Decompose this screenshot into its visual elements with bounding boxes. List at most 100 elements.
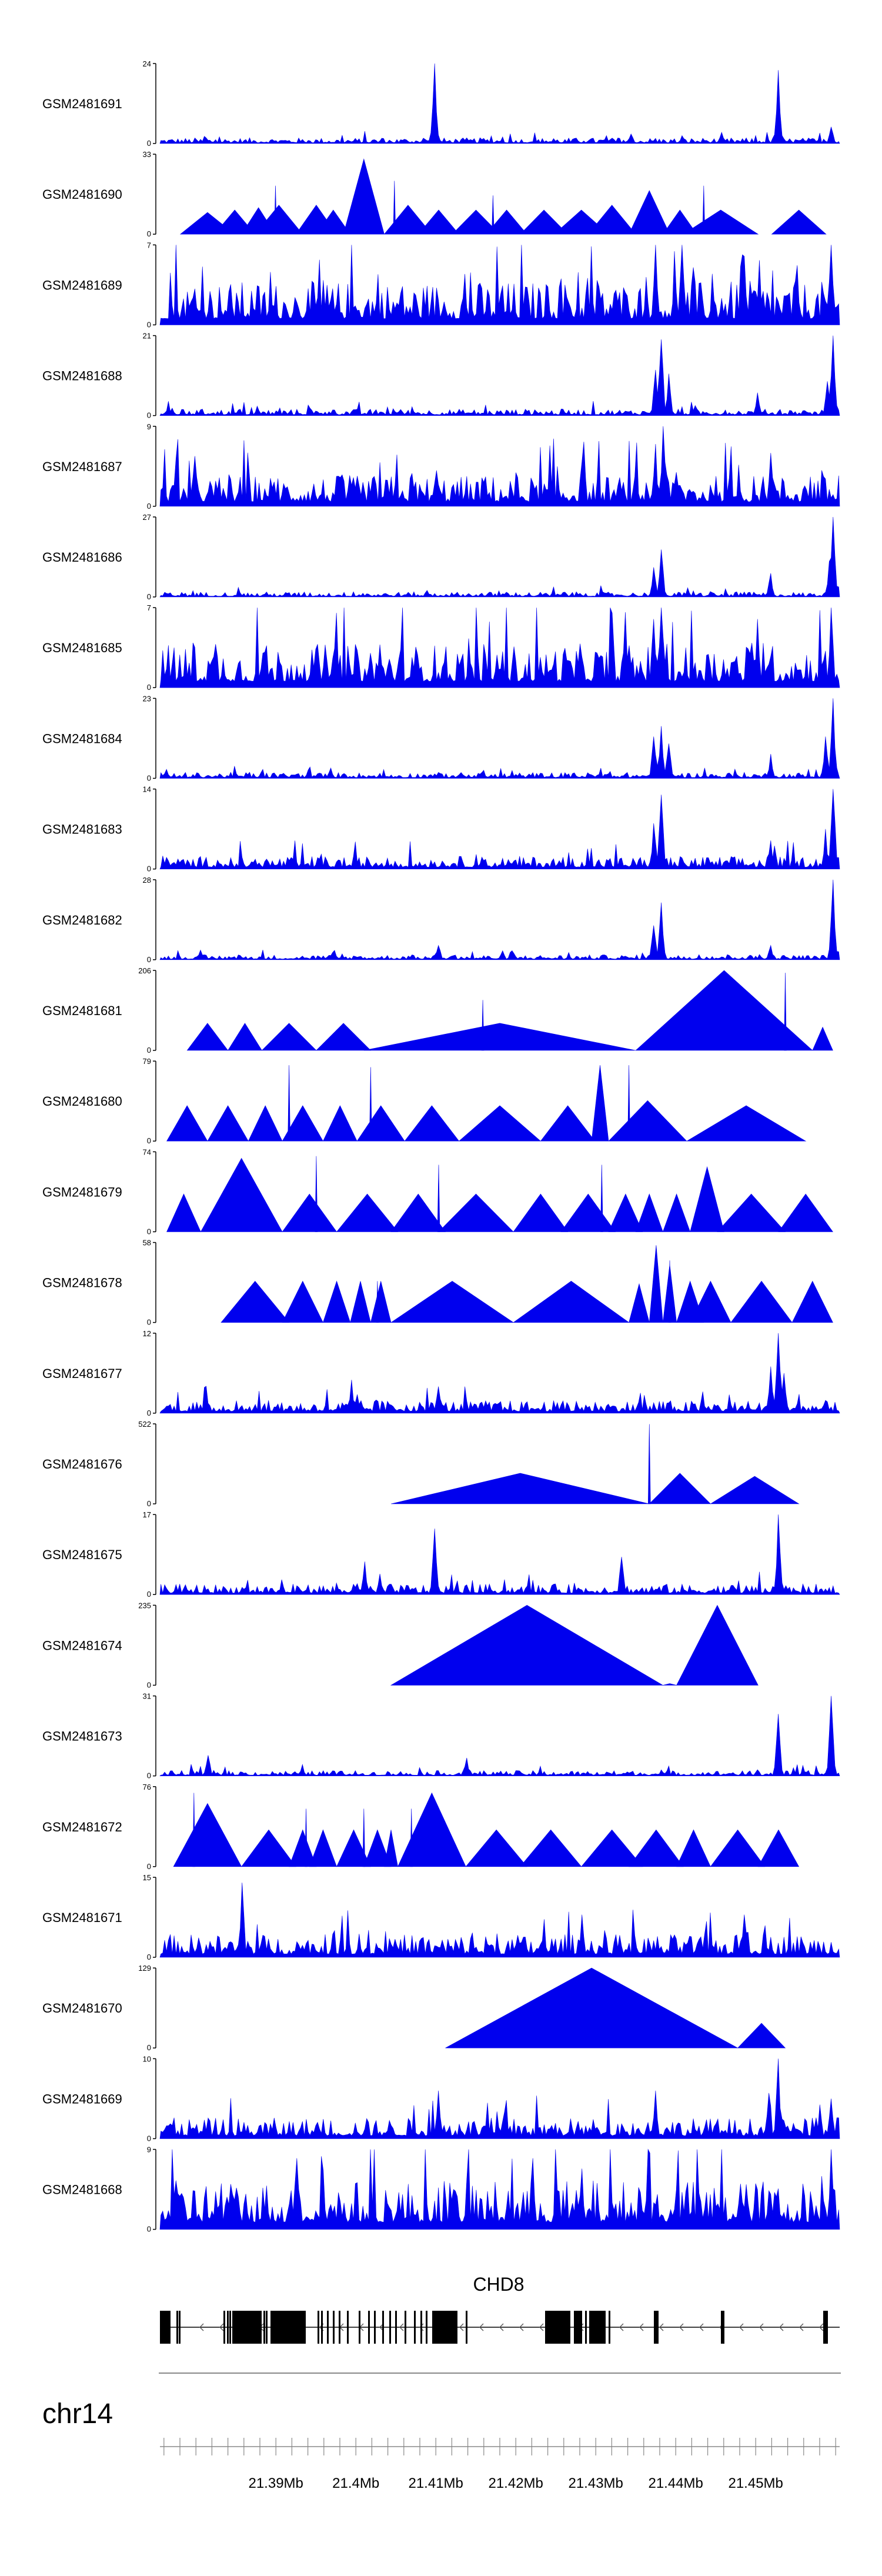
coverage-peak: [289, 1829, 317, 1867]
y-max-label: 129: [138, 1964, 151, 1973]
coverage-peak: [581, 1829, 643, 1867]
exon-block: [447, 2311, 449, 2344]
track-label: GSM2481687: [42, 459, 122, 474]
coverage-peak: [390, 1473, 650, 1504]
strand-chevron: [479, 2323, 484, 2331]
strand-chevron: [739, 2323, 744, 2331]
y-zero-label: 0: [147, 411, 151, 420]
coverage-spike: [369, 1067, 372, 1142]
y-max-label: 76: [143, 1783, 151, 1791]
coverage-peak: [608, 1193, 643, 1232]
coverage-spike: [600, 1164, 603, 1232]
track-GSM2481688: GSM2481688 21 0: [42, 332, 840, 420]
exon-block: [232, 2311, 262, 2344]
genome-axis: 21.39Mb 21.4Mb 21.41Mb 21.42Mb 21.43Mb 21.44M…: [160, 2438, 840, 2491]
coverage-spike: [192, 1793, 196, 1867]
y-zero-label: 0: [147, 1953, 151, 1961]
coverage-peak: [730, 1280, 793, 1323]
axis-tick-label: 21.43Mb: [568, 2475, 623, 2491]
coverage-peak: [710, 1476, 800, 1504]
track-label: GSM2481681: [42, 1003, 122, 1018]
y-zero-label: 0: [147, 955, 151, 964]
y-max-label: 79: [143, 1057, 151, 1066]
coverage-peak: [465, 1829, 527, 1867]
exon-block: [359, 2311, 360, 2344]
y-zero-label: 0: [147, 1862, 151, 1871]
coverage-peak: [248, 1105, 283, 1142]
y-zero-label: 0: [147, 683, 151, 692]
strand-chevron: [779, 2323, 784, 2331]
coverage-peak: [778, 1193, 833, 1232]
track-GSM2481669: GSM2481669 10 0: [42, 2054, 840, 2143]
coverage-peak: [397, 1792, 466, 1867]
coverage-peak: [513, 1193, 569, 1232]
track-label: GSM2481675: [42, 1547, 122, 1562]
y-zero-label: 0: [147, 320, 151, 329]
y-max-label: 74: [143, 1147, 151, 1156]
y-zero-label: 0: [147, 2043, 151, 2052]
coverage-peak: [676, 1829, 711, 1867]
coverage-peak: [519, 209, 569, 235]
coverage-peak: [683, 209, 759, 235]
strand-chevron: [519, 2323, 524, 2331]
y-max-label: 522: [138, 1420, 151, 1429]
y-zero-label: 0: [147, 1499, 151, 1508]
coverage-peak: [200, 1157, 283, 1232]
exon-block: [318, 2311, 319, 2344]
y-max-label: 7: [147, 241, 151, 249]
coverage-area: [159, 879, 840, 960]
strand-chevron: [819, 2323, 824, 2331]
track-GSM2481674: GSM2481674 235 0: [42, 1601, 759, 1689]
coverage-peak: [663, 1683, 677, 1686]
coverage-peak: [309, 1829, 338, 1867]
exon-block: [405, 2311, 406, 2344]
y-max-label: 21: [143, 332, 151, 341]
strand-chevron: [679, 2323, 684, 2331]
exon-block: [602, 2311, 603, 2344]
coverage-peak: [336, 1829, 371, 1867]
coverage-peak: [316, 1023, 372, 1051]
track-GSM2481683: GSM2481683 14 0: [42, 785, 840, 873]
exon-block: [609, 2311, 610, 2344]
coverage-peak: [629, 1829, 684, 1867]
exon-block: [223, 2311, 225, 2344]
coverage-peak: [213, 209, 256, 235]
exon-block: [414, 2311, 416, 2344]
coverage-peak: [717, 1193, 786, 1232]
strand-chevron: [539, 2323, 544, 2331]
y-zero-label: 0: [147, 1590, 151, 1599]
exon-block: [426, 2311, 427, 2344]
coverage-peak: [560, 1193, 616, 1232]
coverage-peak: [649, 1245, 663, 1323]
exon-block: [594, 2311, 596, 2344]
track-label: GSM2481676: [42, 1457, 122, 1471]
track-GSM2481681: GSM2481681 206 0: [42, 966, 833, 1055]
track-label: GSM2481670: [42, 2001, 122, 2016]
coverage-peak: [241, 1829, 296, 1867]
y-max-label: 23: [143, 694, 151, 703]
coverage-peak: [173, 1803, 242, 1867]
coverage-peak: [343, 158, 385, 235]
coverage-peak: [220, 1280, 290, 1323]
strand-chevron: [659, 2323, 664, 2331]
exon-block: [545, 2311, 570, 2344]
coverage-peak: [166, 1105, 208, 1142]
axis-tick-label: 21.42Mb: [488, 2475, 543, 2491]
y-max-label: 235: [138, 1601, 151, 1610]
coverage-peak: [520, 1829, 582, 1867]
strand-chevron: [199, 2323, 204, 2331]
exon-block: [227, 2311, 229, 2344]
track-label: GSM2481673: [42, 1729, 122, 1744]
exon-block: [395, 2311, 397, 2344]
track-label: GSM2481680: [42, 1094, 122, 1109]
track-GSM2481687: GSM2481687 9 0: [42, 422, 840, 510]
track-GSM2481691: GSM2481691 24 0: [42, 59, 840, 148]
coverage-spike: [784, 972, 787, 1051]
coverage-peak: [438, 1193, 514, 1232]
coverage-peak: [282, 1193, 338, 1232]
exon-block: [347, 2311, 349, 2344]
axis-tick-label: 21.45Mb: [728, 2475, 783, 2491]
track-GSM2481676: GSM2481676 522 0: [42, 1420, 800, 1508]
y-max-label: 28: [143, 876, 151, 885]
coverage-peak: [384, 1830, 398, 1867]
